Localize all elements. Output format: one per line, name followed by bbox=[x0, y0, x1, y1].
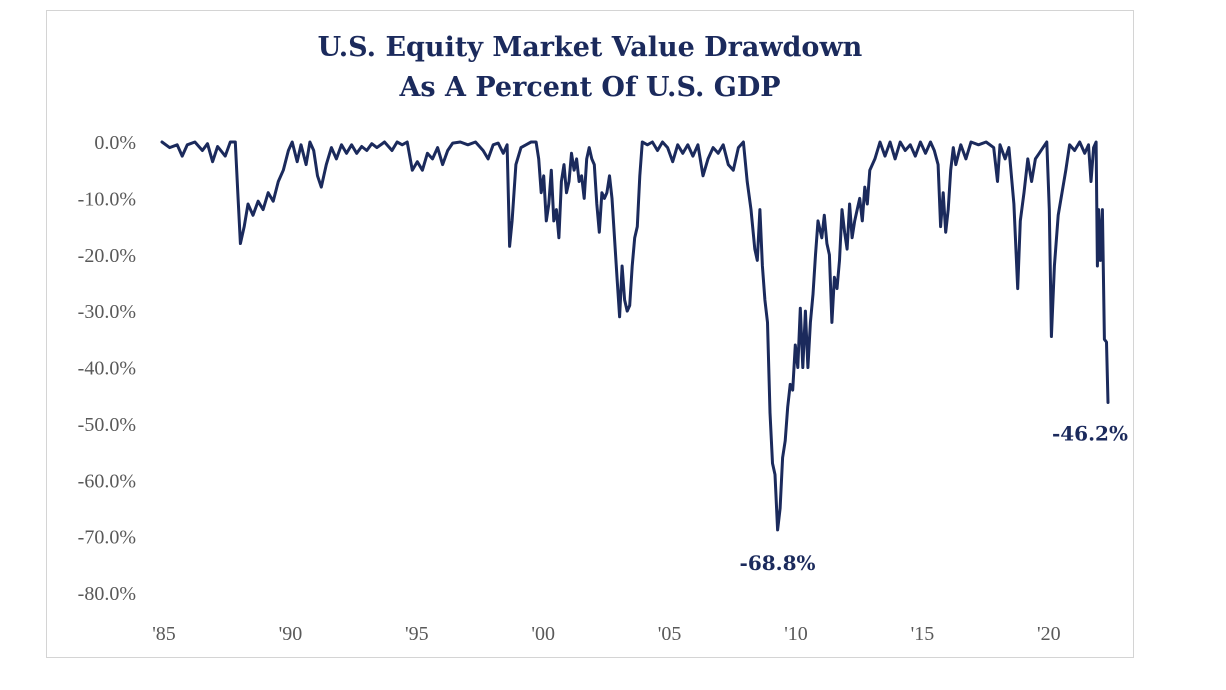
annotations: -68.8% -46.2% bbox=[740, 421, 1128, 574]
x-tick-label: '20 bbox=[1037, 623, 1061, 645]
annotation-label: -46.2% bbox=[1052, 421, 1128, 445]
x-tick-label: '90 bbox=[279, 623, 303, 645]
y-tick-label: -70.0% bbox=[78, 527, 136, 549]
chart-title: U.S. Equity Market Value Drawdown As A P… bbox=[46, 28, 1134, 108]
y-tick-label: -50.0% bbox=[78, 414, 136, 436]
y-axis-ticks: 0.0% -10.0% -20.0% -30.0% -40.0% -50.0% -60.0%… bbox=[78, 132, 136, 605]
y-tick-label: -30.0% bbox=[78, 301, 136, 323]
y-tick-label: -40.0% bbox=[78, 358, 136, 380]
annotation-label: -68.8% bbox=[740, 551, 816, 575]
series-group bbox=[160, 140, 1110, 532]
x-tick-label: '00 bbox=[531, 623, 555, 645]
chart-title-line-1: U.S. Equity Market Value Drawdown bbox=[317, 32, 863, 63]
y-tick-label: -20.0% bbox=[78, 245, 136, 267]
chart-frame bbox=[46, 10, 1134, 658]
x-axis-ticks: '85 '90 '95 '00 '05 '10 '15 '20 bbox=[152, 623, 1060, 645]
y-tick-label: 0.0% bbox=[94, 132, 136, 154]
y-tick-label: -60.0% bbox=[78, 470, 136, 492]
chart-title-line-2: As A Percent Of U.S. GDP bbox=[399, 72, 781, 103]
y-tick-label: -80.0% bbox=[78, 583, 136, 605]
x-tick-label: '95 bbox=[405, 623, 429, 645]
x-tick-label: '15 bbox=[911, 623, 935, 645]
x-tick-label: '10 bbox=[784, 623, 808, 645]
x-tick-label: '05 bbox=[658, 623, 682, 645]
drawdown-line bbox=[160, 140, 1110, 532]
x-tick-label: '85 bbox=[152, 623, 176, 645]
y-tick-label: -10.0% bbox=[78, 188, 136, 210]
